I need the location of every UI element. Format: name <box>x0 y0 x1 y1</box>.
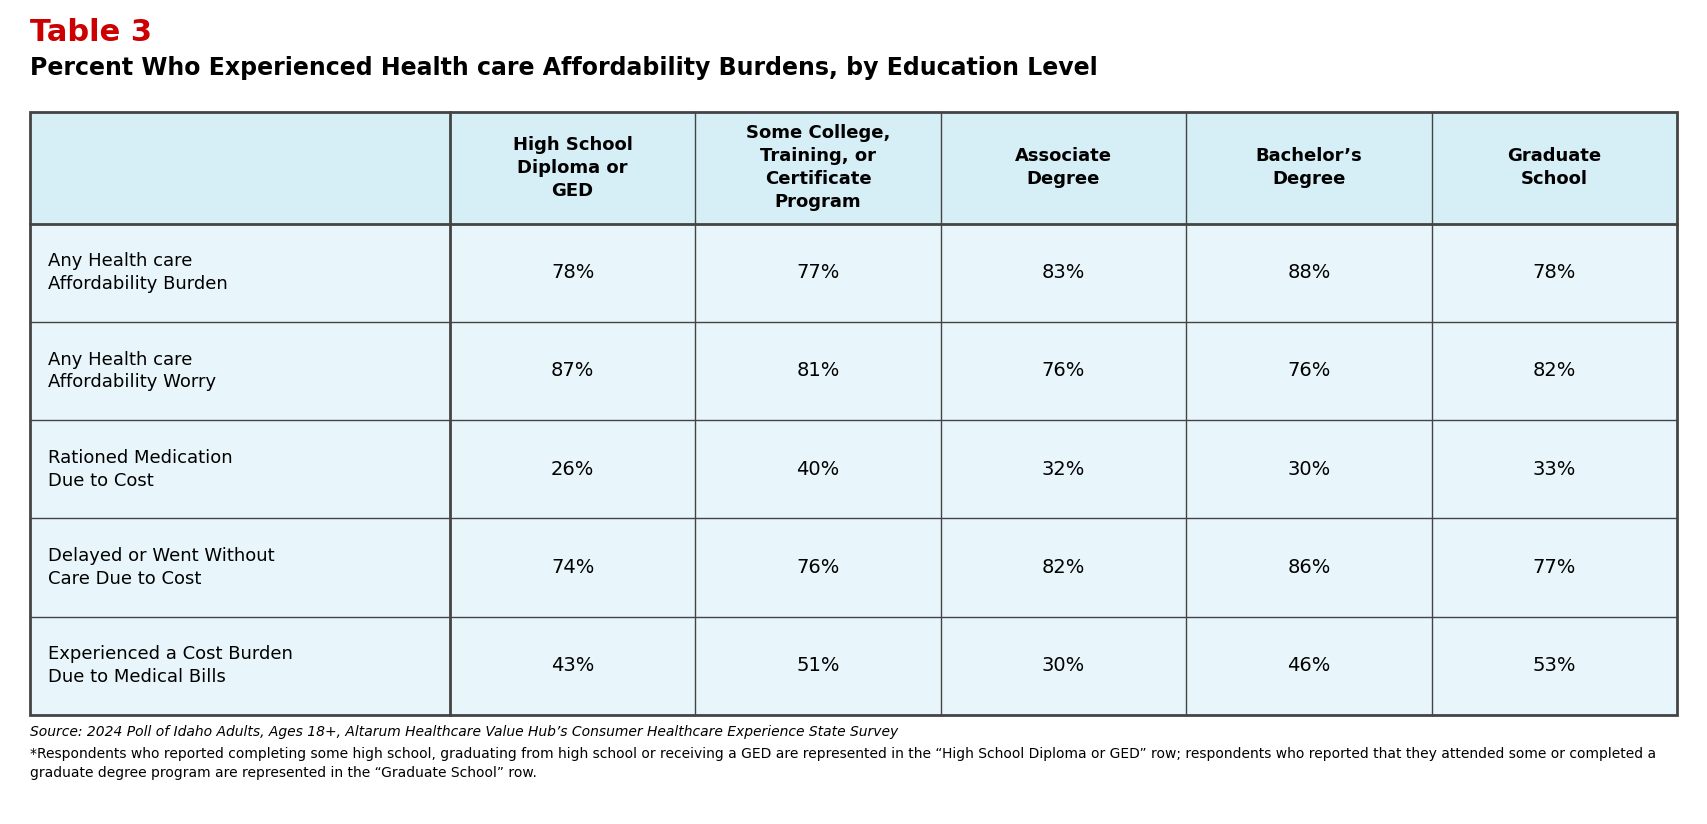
Text: 78%: 78% <box>551 263 594 282</box>
Bar <box>31 112 1676 715</box>
Text: Experienced a Cost Burden
Due to Medical Bills: Experienced a Cost Burden Due to Medical… <box>48 645 294 686</box>
Text: 76%: 76% <box>797 558 840 577</box>
Text: 32%: 32% <box>1041 460 1086 479</box>
Text: 40%: 40% <box>797 460 840 479</box>
Text: 74%: 74% <box>551 558 594 577</box>
Text: 82%: 82% <box>1533 362 1576 381</box>
Text: 30%: 30% <box>1041 657 1086 676</box>
Text: 81%: 81% <box>797 362 840 381</box>
Text: 86%: 86% <box>1287 558 1330 577</box>
Text: High School
Diploma or
GED: High School Diploma or GED <box>512 136 633 199</box>
Text: 46%: 46% <box>1287 657 1330 676</box>
Text: Any Health care
Affordability Worry: Any Health care Affordability Worry <box>48 350 217 391</box>
Text: 77%: 77% <box>797 263 840 282</box>
Text: 30%: 30% <box>1287 460 1330 479</box>
Text: 76%: 76% <box>1287 362 1330 381</box>
Text: 88%: 88% <box>1287 263 1330 282</box>
Bar <box>31 420 1676 518</box>
Text: 87%: 87% <box>551 362 594 381</box>
Bar <box>31 223 1676 322</box>
Text: 43%: 43% <box>551 657 594 676</box>
Text: 83%: 83% <box>1041 263 1086 282</box>
Bar <box>31 518 1676 616</box>
Text: 76%: 76% <box>1041 362 1086 381</box>
Text: Graduate
School: Graduate School <box>1507 147 1601 188</box>
Text: 78%: 78% <box>1533 263 1576 282</box>
Bar <box>31 112 1676 223</box>
Text: Any Health care
Affordability Burden: Any Health care Affordability Burden <box>48 252 227 293</box>
Text: 51%: 51% <box>797 657 840 676</box>
Text: 53%: 53% <box>1533 657 1576 676</box>
Text: Associate
Degree: Associate Degree <box>1016 147 1111 188</box>
Text: 82%: 82% <box>1041 558 1086 577</box>
Text: 26%: 26% <box>551 460 594 479</box>
Text: Bachelor’s
Degree: Bachelor’s Degree <box>1256 147 1362 188</box>
Text: Delayed or Went Without
Care Due to Cost: Delayed or Went Without Care Due to Cost <box>48 547 275 588</box>
Bar <box>31 322 1676 420</box>
Text: Rationed Medication
Due to Cost: Rationed Medication Due to Cost <box>48 449 232 489</box>
Bar <box>31 616 1676 715</box>
Text: Percent Who Experienced Health care Affordability Burdens, by Education Level: Percent Who Experienced Health care Affo… <box>31 56 1098 80</box>
Text: *Respondents who reported completing some high school, graduating from high scho: *Respondents who reported completing som… <box>31 747 1656 780</box>
Text: Source: 2024 Poll of Idaho Adults, Ages 18+, Altarum Healthcare Value Hub’s Cons: Source: 2024 Poll of Idaho Adults, Ages … <box>31 725 898 739</box>
Text: Table 3: Table 3 <box>31 18 152 47</box>
Text: Some College,
Training, or
Certificate
Program: Some College, Training, or Certificate P… <box>746 124 891 211</box>
Text: 33%: 33% <box>1533 460 1576 479</box>
Text: 77%: 77% <box>1533 558 1576 577</box>
